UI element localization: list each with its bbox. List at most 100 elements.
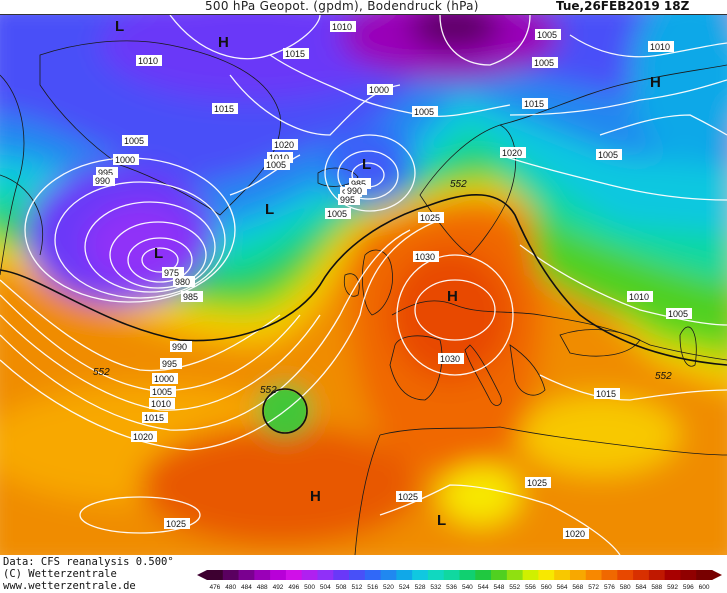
svg-text:1030: 1030	[415, 252, 435, 262]
svg-text:1015: 1015	[144, 413, 164, 423]
isobar-label: 1005	[264, 159, 290, 170]
color-legend: 476 480 484 488 492 496 500 504 508 512 516 520 524 5…	[197, 570, 722, 591]
legend-swatch	[443, 570, 460, 580]
legend-swatch	[380, 570, 397, 580]
isobar-label: 1010	[149, 398, 175, 409]
legend-tick-label: 548	[494, 584, 505, 591]
legend-tick-label: 564	[557, 584, 568, 591]
legend-swatch	[601, 570, 618, 580]
legend-tick-label: 496	[288, 584, 299, 591]
svg-text:1005: 1005	[266, 160, 286, 170]
legend-swatch	[554, 570, 571, 580]
pressure-center-high: H	[310, 488, 321, 505]
legend-tick-label: 512	[351, 584, 362, 591]
isobar-label: 980	[173, 276, 195, 287]
svg-text:1010: 1010	[650, 42, 670, 52]
isobar-label: 1010	[136, 55, 162, 66]
legend-tick-label: 580	[620, 584, 631, 591]
legend-swatch	[491, 570, 508, 580]
isobar-label: 1015	[522, 98, 548, 109]
legend-tick-label: 520	[383, 584, 394, 591]
copyright: (C) Wetterzentrale	[3, 568, 117, 580]
weather-map[interactable]: L H H L L L H H L 1010 1005 1010 1015 10…	[0, 14, 727, 556]
legend-swatch	[254, 570, 271, 580]
svg-text:1015: 1015	[596, 389, 616, 399]
isobar-label: 1015	[283, 48, 309, 59]
weather-map-svg: L H H L L L H H L 1010 1005 1010 1015 10…	[0, 15, 727, 555]
isobar-label: 1005	[150, 386, 176, 397]
legend-tick-label: 528	[415, 584, 426, 591]
legend-swatch	[522, 570, 539, 580]
pressure-center-low: L	[115, 18, 124, 35]
pressure-center-high: H	[650, 74, 661, 91]
isobar-label: 1005	[596, 149, 622, 160]
legend-swatch	[270, 570, 287, 580]
isobar-label: 1015	[142, 412, 168, 423]
legend-swatch	[238, 570, 255, 580]
svg-text:1015: 1015	[285, 49, 305, 59]
legend-swatch	[585, 570, 603, 580]
legend-swatch	[459, 570, 476, 580]
legend-tick-label: 572	[588, 584, 599, 591]
legend-tick-label: 592	[667, 584, 678, 591]
legend-tick-label: 560	[541, 584, 552, 591]
website-link[interactable]: www.wetterzentrale.de	[3, 580, 136, 592]
isobar-label: 1000	[367, 84, 393, 95]
isobar-label: 1020	[131, 431, 157, 442]
isobar-label: 1010	[627, 291, 653, 302]
isobar-label: 1010	[267, 152, 293, 163]
isobar-labels: 1010 1005 1010 1015 1005 1010 1000 1005 …	[93, 21, 692, 539]
isobars	[0, 15, 727, 555]
isobar-label: 1030	[413, 251, 439, 262]
svg-text:1005: 1005	[598, 150, 618, 160]
pressure-center-low: L	[362, 156, 371, 173]
isobar-label: 1015	[212, 103, 238, 114]
isobar-label: 975	[162, 267, 184, 278]
legend-swatch	[633, 570, 650, 580]
legend-swatch	[349, 570, 366, 580]
svg-text:975: 975	[164, 268, 179, 278]
legend-arrow-left	[197, 570, 207, 580]
legend-tick-label: 488	[257, 584, 268, 591]
isobar-label: 1000	[113, 154, 139, 165]
legend-swatch	[364, 570, 382, 580]
legend-swatch	[506, 570, 524, 580]
isobar-label: 990	[170, 341, 192, 352]
isobar-label: 1010	[648, 41, 674, 52]
svg-text:1000: 1000	[115, 155, 135, 165]
legend-swatch	[427, 570, 445, 580]
legend-tick-label: 556	[525, 584, 536, 591]
svg-text:1020: 1020	[274, 140, 294, 150]
svg-text:1005: 1005	[414, 107, 434, 117]
svg-text:1025: 1025	[420, 213, 440, 223]
legend-swatch	[301, 570, 318, 580]
svg-text:1005: 1005	[327, 209, 347, 219]
isobar-label: 990	[93, 175, 115, 186]
svg-text:995: 995	[98, 168, 113, 178]
svg-text:1005: 1005	[534, 58, 554, 68]
isobar-label: 990	[345, 185, 367, 196]
isobar-label: 995	[338, 194, 360, 205]
chart-title: 500 hPa Geopot. (gpdm), Bodendruck (hPa)	[205, 0, 479, 13]
legend-tick-label: 588	[651, 584, 662, 591]
svg-text:990: 990	[172, 342, 187, 352]
legend-swatch	[285, 570, 303, 580]
isobar-label: 1025	[418, 212, 444, 223]
isobar-label: 1015	[594, 388, 620, 399]
legend-tick-label: 480	[225, 584, 236, 591]
legend-tick-label: 476	[209, 584, 220, 591]
pressure-center-low: L	[265, 201, 274, 218]
svg-text:1020: 1020	[565, 529, 585, 539]
legend-swatch	[333, 570, 350, 580]
svg-text:1025: 1025	[166, 519, 186, 529]
svg-text:1025: 1025	[398, 492, 418, 502]
svg-text:1005: 1005	[124, 136, 144, 146]
legend-tick-label: 584	[636, 584, 647, 591]
isobar-label: 1005	[325, 208, 351, 219]
legend-tick-label: 552	[509, 584, 520, 591]
legend-swatch	[538, 570, 555, 580]
legend-swatch	[412, 570, 429, 580]
legend-tick-label: 536	[446, 584, 457, 591]
legend-swatch	[648, 570, 666, 580]
svg-text:1015: 1015	[524, 99, 544, 109]
